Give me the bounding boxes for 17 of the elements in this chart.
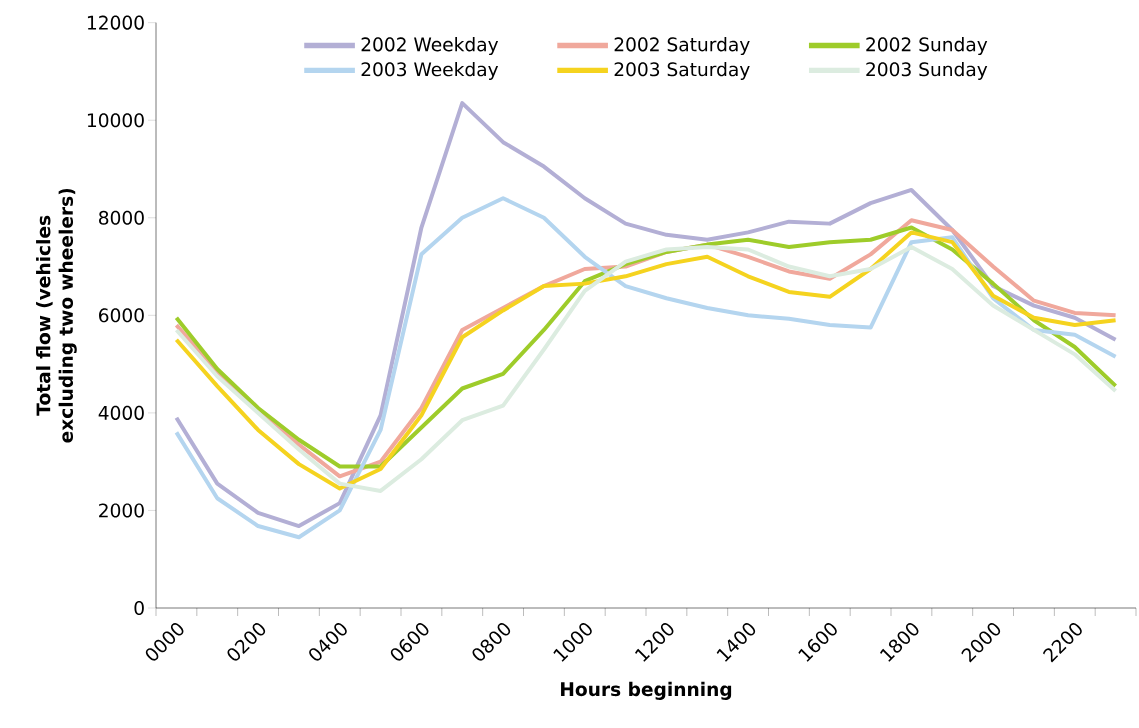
y-tick-label: 10000 xyxy=(87,113,144,128)
line-series xyxy=(174,101,1118,529)
y-tick-label: 6000 xyxy=(99,308,144,323)
y-tick-label: 0 xyxy=(134,600,144,616)
legend-label: 2002 Sunday xyxy=(866,37,988,56)
y-tick-label: 4000 xyxy=(98,405,144,420)
legend-label: 2003 Weekday xyxy=(361,61,499,80)
legend-label: 2002 Saturday xyxy=(614,37,750,56)
y-tick-label: 2000 xyxy=(99,503,144,518)
y-tick-label: 12000 xyxy=(87,15,144,30)
x-axis-title: Hours beginning xyxy=(561,681,732,700)
y-axis-title: Total flow (vehicles excluding two wheelers) xyxy=(36,188,77,443)
line-series xyxy=(174,196,1118,540)
legend-label: 2003 Sunday xyxy=(866,61,988,80)
legend-label: 2002 Weekday xyxy=(361,37,499,56)
legend-label: 2003 Saturday xyxy=(614,61,750,80)
y-tick-label: 8000 xyxy=(99,210,144,225)
